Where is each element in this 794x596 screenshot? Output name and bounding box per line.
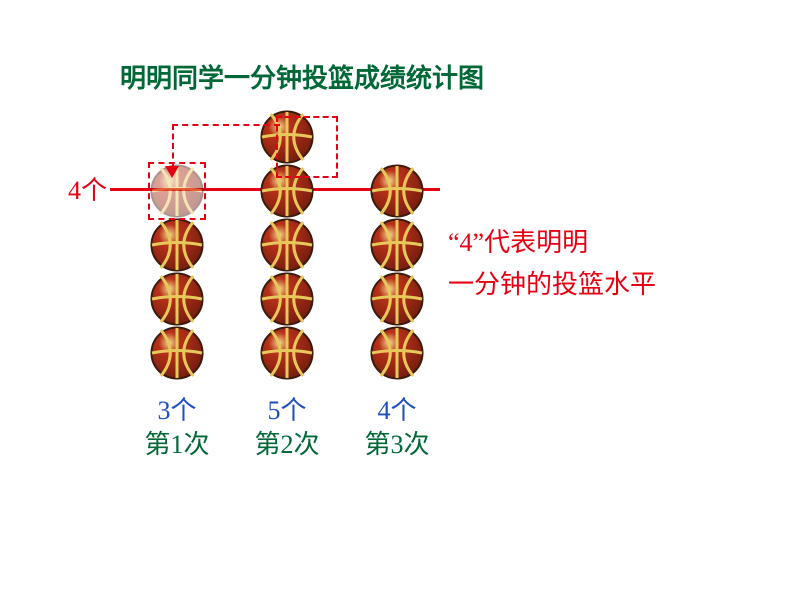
basketball-icon	[370, 218, 424, 272]
basketball-icon	[260, 272, 314, 326]
annotation-text: “4”代表明明 一分钟的投篮水平	[448, 222, 656, 305]
basketball-icon	[150, 326, 204, 380]
column-attempt-label: 第2次	[244, 424, 330, 461]
move-arrow	[172, 124, 280, 168]
basketball-icon	[370, 164, 424, 218]
column-value-label: 4个	[360, 390, 434, 427]
column-attempt-label: 第3次	[354, 424, 440, 461]
annotation-line2: 一分钟的投篮水平	[448, 264, 656, 306]
basketball-icon	[370, 326, 424, 380]
ball-column-1	[150, 164, 204, 380]
basketball-icon	[150, 218, 204, 272]
column-value-label: 5个	[250, 390, 324, 427]
basketball-icon	[260, 218, 314, 272]
column-value-label: 3个	[140, 390, 214, 427]
basketball-icon	[260, 326, 314, 380]
chart-title: 明明同学一分钟投篮成绩统计图	[120, 58, 484, 95]
arrowhead-icon	[165, 166, 179, 178]
annotation-line1: “4”代表明明	[448, 222, 656, 264]
basketball-icon	[150, 272, 204, 326]
column-attempt-label: 第1次	[134, 424, 220, 461]
basketball-icon	[370, 272, 424, 326]
basketball-icon	[260, 164, 314, 218]
axis-value-label: 4个	[68, 170, 107, 207]
ball-column-3	[370, 164, 424, 380]
